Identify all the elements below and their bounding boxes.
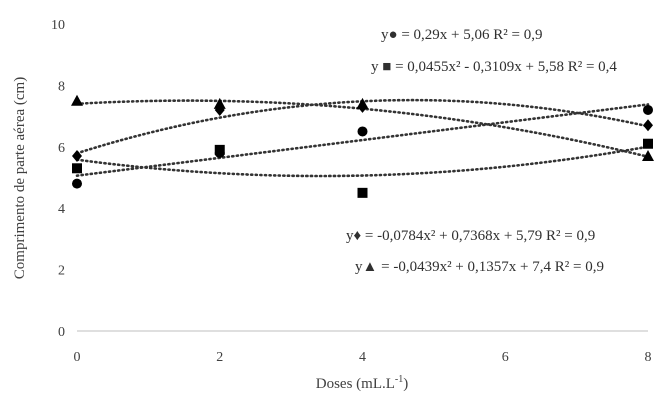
y-tick-label: 2 (58, 264, 65, 279)
triangle-marker (71, 94, 83, 106)
svg-text:y▲ = -0,0439x² + 0,1357x + 7,4: y▲ = -0,0439x² + 0,1357x + 7,4 R² = 0,9 (355, 259, 604, 275)
axis-ticks: 0 2 4 6 8 0 2 4 6 8 10 (51, 18, 652, 365)
diamond-marker (72, 150, 82, 163)
equation-symbol: y● (381, 27, 398, 43)
diamond-marker (643, 119, 653, 132)
equation-text: = -0,0784x² + 0,7368x + 5,79 R² = 0,9 (361, 228, 595, 244)
triangle-marker (213, 97, 226, 109)
x-tick-label: 4 (359, 350, 366, 365)
x-axis-title: Doses (mL.L-1) (316, 374, 409, 392)
y-axis-title: Comprimento de parte aérea (cm) (12, 77, 28, 279)
equation-triangle: y▲ = -0,0439x² + 0,1357x + 7,4 R² = 0,9 (355, 259, 604, 275)
svg-text:y● = 0,29x + 5,06 R² = 0,9: y● = 0,29x + 5,06 R² = 0,9 (381, 27, 542, 43)
x-tick-label: 0 (74, 350, 81, 365)
circle-marker (643, 104, 653, 115)
data-points (71, 94, 654, 198)
y-tick-label: 0 (58, 325, 65, 340)
equation-text: = -0,0439x² + 0,1357x + 7,4 R² = 0,9 (377, 259, 604, 275)
triangle-marker (642, 150, 654, 162)
equation-text: = 0,29x + 5,06 R² = 0,9 (398, 27, 543, 43)
svg-text:y ■ = 0,0455x² - 0,3109x + 5,5: y ■ = 0,0455x² - 0,3109x + 5,58 R² = 0,4 (371, 59, 617, 75)
square-marker (214, 144, 225, 155)
square-marker (357, 187, 368, 198)
equation-text: = 0,0455x² - 0,3109x + 5,58 R² = 0,4 (391, 59, 617, 75)
triangle-marker (356, 97, 369, 109)
svg-text:y♦ = -0,0784x² + 0,7368x + 5,7: y♦ = -0,0784x² + 0,7368x + 5,79 R² = 0,9 (346, 228, 595, 244)
square-marker (72, 163, 82, 174)
y-tick-label: 10 (51, 18, 65, 33)
trend-line-circle (75, 103, 650, 177)
x-tick-label: 6 (502, 350, 509, 365)
equation-symbol: y♦ (346, 228, 362, 244)
equation-symbol: y ■ (371, 59, 391, 75)
x-tick-label: 8 (645, 350, 652, 365)
square-marker (643, 138, 653, 149)
x-tick-label: 2 (216, 350, 223, 365)
circle-marker (357, 126, 368, 137)
trend-line-square (75, 145, 650, 178)
circle-marker (72, 178, 82, 189)
equation-square: y ■ = 0,0455x² - 0,3109x + 5,58 R² = 0,4 (371, 59, 617, 75)
equation-diamond: y♦ = -0,0784x² + 0,7368x + 5,79 R² = 0,9 (346, 228, 595, 244)
y-tick-label: 6 (58, 141, 65, 156)
equation-circle: y● = 0,29x + 5,06 R² = 0,9 (381, 27, 542, 43)
y-tick-label: 8 (58, 79, 65, 94)
equation-symbol: y▲ (355, 259, 377, 275)
y-tick-label: 4 (58, 202, 65, 217)
